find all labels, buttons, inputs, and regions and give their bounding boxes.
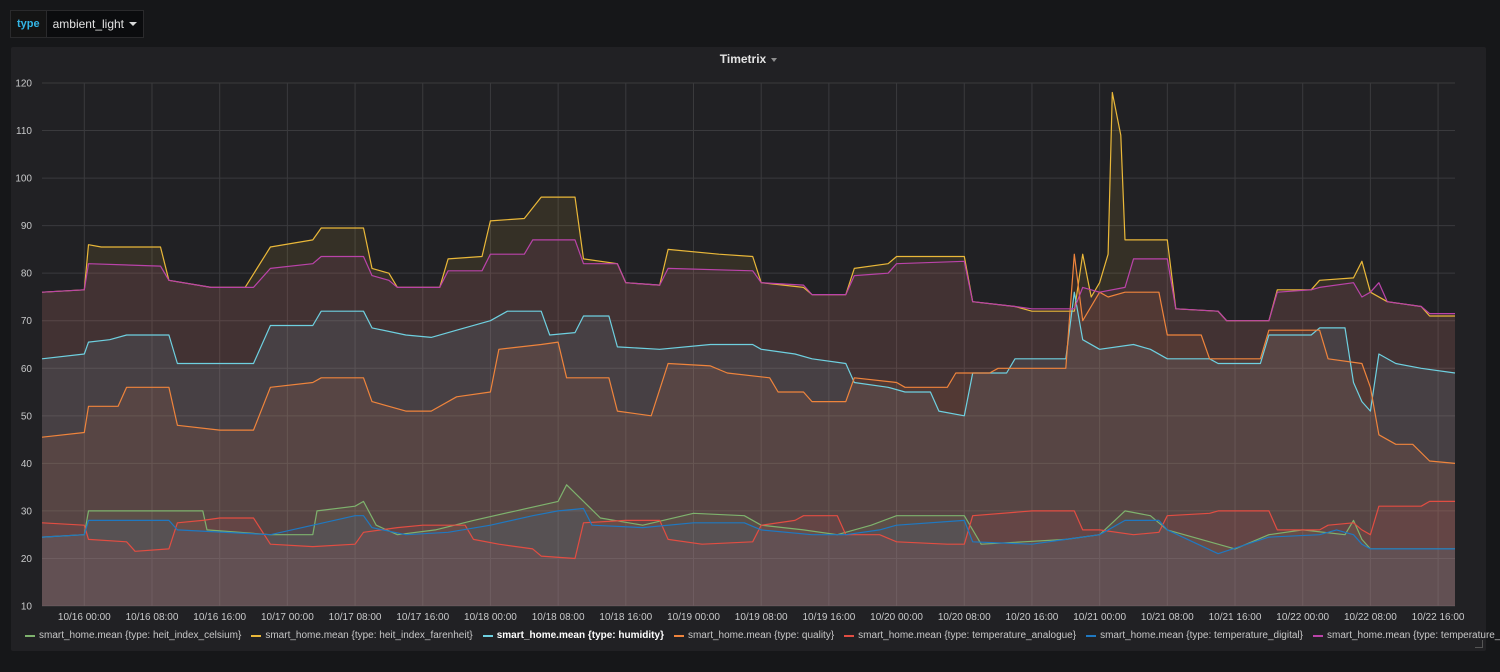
legend-label: smart_home.mean {type: heit_index_celsiu… <box>39 630 242 641</box>
variable-label: type <box>10 10 47 38</box>
legend-swatch <box>1312 634 1323 637</box>
x-tick-label: 10/18 16:00 <box>599 612 652 623</box>
y-tick-label: 80 <box>21 269 33 280</box>
y-tick-label: 40 <box>21 459 33 470</box>
legend-label: smart_home.mean {type: temperature_digit… <box>1326 630 1500 641</box>
graph-panel: 10 20 30 40 50 60 70 80 90 100 110 120 10/16 00:00 10… <box>11 47 1500 651</box>
y-tick-label: 60 <box>21 364 33 375</box>
panel-title: Timetrix <box>719 52 767 66</box>
legend-item[interactable]: smart_home.mean {type: temperature_digit… <box>1086 630 1303 641</box>
y-tick-label: 30 <box>21 506 33 517</box>
x-tick-label: 10/17 08:00 <box>329 612 382 623</box>
legend-label: smart_home.mean {type: temperature_digit… <box>1100 630 1303 641</box>
legend-swatch <box>844 634 855 637</box>
x-tick-label: 10/16 16:00 <box>193 612 246 623</box>
legend-item[interactable]: smart_home.mean {type: temperature_analo… <box>844 630 1076 641</box>
x-tick-label: 10/20 00:00 <box>870 612 923 623</box>
legend-label: smart_home.mean {type: temperature_analo… <box>858 630 1077 641</box>
series-area-4 <box>42 254 1455 606</box>
x-tick-label: 10/22 16:00 <box>1412 612 1465 623</box>
y-tick-label: 20 <box>21 554 33 565</box>
series-area-5 <box>42 501 1455 606</box>
variable-value: ambient_light <box>52 17 125 31</box>
resize-handle[interactable] <box>1475 640 1483 648</box>
x-tick-label: 10/19 00:00 <box>667 612 720 623</box>
x-tick-label: 10/18 00:00 <box>464 612 517 623</box>
y-tick-label: 90 <box>21 221 33 232</box>
caret-down-icon <box>771 57 778 62</box>
x-tick-label: 10/16 08:00 <box>126 612 179 623</box>
legend-swatch <box>673 634 684 637</box>
template-variable: type ambient_light <box>10 10 145 38</box>
legend: smart_home.mean {type: heit_index_celsiu… <box>25 630 1500 641</box>
x-tick-label: 10/22 00:00 <box>1276 612 1329 623</box>
y-tick-label: 110 <box>16 126 32 137</box>
legend-swatch <box>251 634 262 637</box>
x-tick-label: 10/21 08:00 <box>1141 612 1194 623</box>
variable-dropdown[interactable]: ambient_light <box>46 10 145 38</box>
legend-swatch <box>25 634 35 637</box>
series-area-2 <box>42 92 1455 606</box>
legend-label: smart_home.mean {type: quality} <box>687 630 835 641</box>
legend-swatch <box>1086 634 1097 637</box>
legend-label: smart_home.mean {type: heit_index_farenh… <box>265 630 473 641</box>
y-tick-label: 50 <box>21 411 33 422</box>
series-area-7 <box>42 239 1455 606</box>
series-area-1 <box>42 484 1455 606</box>
series-line-3 <box>41 291 1456 417</box>
legend-item[interactable]: smart_home.mean {type: temperature_digit… <box>1312 630 1500 641</box>
y-tick-label: 120 <box>15 79 32 90</box>
x-tick-label: 10/18 08:00 <box>532 612 585 623</box>
x-tick-label: 10/19 16:00 <box>802 612 855 623</box>
series-line-4 <box>41 253 1456 464</box>
x-tick-label: 10/20 16:00 <box>1006 612 1059 623</box>
x-tick-label: 10/16 00:00 <box>58 612 111 623</box>
x-tick-label: 10/17 16:00 <box>396 612 449 623</box>
x-tick-label: 10/21 00:00 <box>1073 612 1126 623</box>
series-line-5 <box>41 500 1455 560</box>
series-line-7 <box>41 239 1455 322</box>
series-line-6 <box>41 507 1455 555</box>
y-tick-label: 10 <box>21 602 33 613</box>
legend-item[interactable]: smart_home.mean {type: humidity} <box>482 630 664 641</box>
legend-item[interactable]: smart_home.mean {type: heit_index_farenh… <box>251 630 473 641</box>
y-tick-label: 70 <box>21 316 33 327</box>
panel-title-menu[interactable]: Timetrix <box>11 52 1486 66</box>
legend-item[interactable]: smart_home.mean {type: quality} <box>673 630 835 641</box>
chart: 10 20 30 40 50 60 70 80 90 100 110 120 10/16 00:00 10… <box>15 79 1465 624</box>
x-tick-label: 10/21 16:00 <box>1209 612 1262 623</box>
caret-down-icon <box>129 22 138 26</box>
x-tick-label: 10/17 00:00 <box>261 612 314 623</box>
x-tick-label: 10/20 08:00 <box>938 612 991 623</box>
legend-label: smart_home.mean {type: humidity} <box>496 630 664 641</box>
x-tick-label: 10/19 08:00 <box>735 612 788 623</box>
x-tick-label: 10/22 08:00 <box>1344 612 1397 623</box>
legend-swatch <box>482 634 493 637</box>
legend-item[interactable]: smart_home.mean {type: heit_index_celsiu… <box>25 630 241 641</box>
y-tick-label: 100 <box>15 174 32 185</box>
